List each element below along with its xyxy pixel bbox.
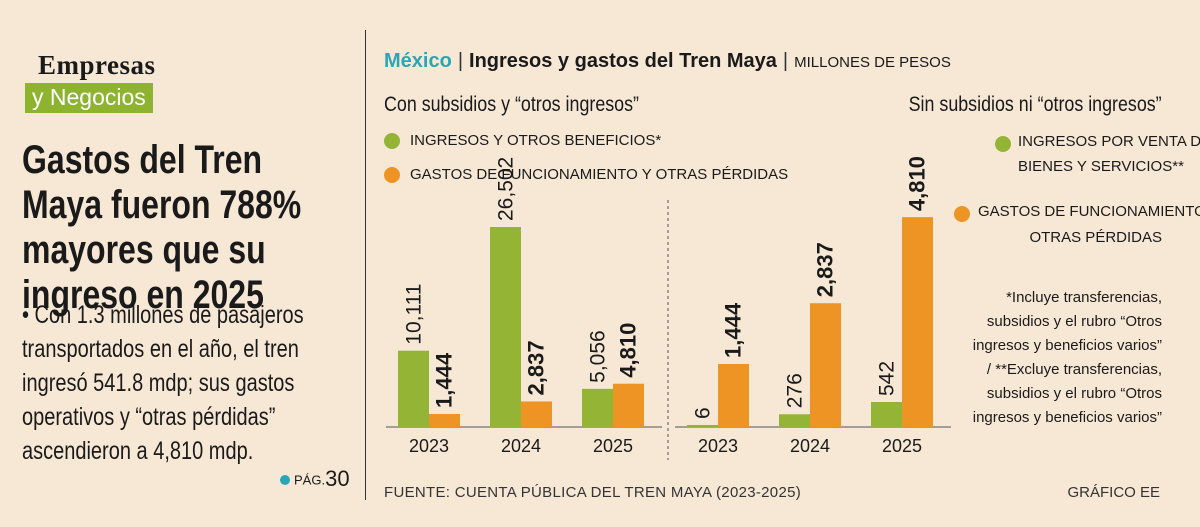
- right-data-label-expense-2024: 2,837: [813, 242, 838, 297]
- right-legend-income-2: BIENES Y SERVICIOS**: [1018, 158, 1184, 175]
- left-legend-expenses: GASTOS DE FUNCIONAMIENTO Y OTRAS PÉRDIDA…: [410, 166, 789, 183]
- chart-title: Ingresos y gastos del Tren Maya: [469, 50, 777, 72]
- left-bar-income-2025: [582, 388, 613, 427]
- right-data-label-income-2024: 276: [784, 373, 807, 408]
- country-label: México: [384, 50, 452, 72]
- legend-green-icon: [384, 133, 400, 149]
- left-tick-label-2024: 2024: [501, 436, 541, 456]
- right-bar-expense-2024: [810, 303, 841, 427]
- right-legend-expenses-1: GASTOS DE FUNCIONAMIENTO Y: [978, 203, 1200, 220]
- source-note: FUENTE: CUENTA PÚBLICA DEL TREN MAYA (20…: [384, 484, 802, 501]
- right-bar-expense-2023: [718, 364, 749, 427]
- column-divider: [365, 30, 366, 500]
- note-line: / **Excluye transferencias,: [986, 361, 1162, 378]
- left-tick-label-2025: 2025: [593, 436, 633, 456]
- right-data-label-income-2023: 6: [692, 407, 715, 419]
- left-bar-income-2023: [398, 350, 429, 427]
- brand-bottom: y Negocios: [25, 83, 153, 113]
- left-data-label-income-2024: 26,502: [495, 157, 518, 221]
- left-tick-label-2023: 2023: [409, 436, 449, 456]
- chart-header: México | Ingresos y gastos del Tren Maya | M…: [384, 50, 951, 72]
- right-bar-income-2023: [687, 425, 718, 427]
- units-label: MILLONES DE PESOS: [794, 54, 951, 71]
- page-number: 30: [325, 466, 350, 491]
- right-bar-income-2025: [871, 402, 902, 427]
- right-tick-label-2025: 2025: [882, 436, 922, 456]
- right-legend-income-1: INGRESOS POR VENTA DE: [1018, 133, 1200, 150]
- bullet-icon: [280, 475, 290, 486]
- note-line: ingresos y beneficios varios”: [972, 337, 1162, 354]
- note-line: *Incluye transferencias,: [1006, 289, 1162, 306]
- right-bar-expense-2025: [902, 217, 933, 427]
- right-bar-income-2024: [779, 414, 810, 427]
- left-bar-expense-2024: [521, 401, 552, 427]
- left-legend-income: INGRESOS Y OTROS BENEFICIOS*: [410, 132, 662, 149]
- left-bar-expense-2025: [613, 383, 644, 427]
- right-data-label-income-2025: 542: [876, 361, 899, 396]
- summary-text: • Con 1.3 millones de pasajeros transpor…: [22, 301, 304, 465]
- left-data-label-expense-2023: 1,444: [432, 352, 457, 408]
- left-data-label-expense-2024: 2,837: [524, 340, 549, 395]
- left-data-label-income-2023: 10,111: [403, 284, 426, 345]
- right-tick-label-2024: 2024: [790, 436, 830, 456]
- graphic-credit: GRÁFICO EE: [1067, 484, 1160, 501]
- right-legend-expenses-2: OTRAS PÉRDIDAS: [1029, 229, 1162, 246]
- right-data-label-expense-2023: 1,444: [721, 302, 746, 358]
- brand-top: Empresas: [38, 50, 156, 80]
- legend-orange-icon: [954, 206, 970, 222]
- left-bar-income-2024: [490, 227, 521, 427]
- right-data-label-expense-2025: 4,810: [905, 156, 930, 211]
- note-line: ingresos y beneficios varios”: [972, 409, 1162, 426]
- note-line: subsidios y el rubro “Otros: [986, 385, 1162, 402]
- page-label: PÁG.: [294, 472, 326, 488]
- left-data-label-income-2025: 5,056: [587, 330, 610, 383]
- page-reference: PÁG.30: [280, 466, 350, 492]
- legend-green-icon: [995, 136, 1011, 152]
- legend-orange-icon: [384, 167, 400, 183]
- note-line: subsidios y el rubro “Otros: [986, 313, 1162, 330]
- headline: Gastos del Tren Maya fueron 788% mayores…: [22, 138, 302, 317]
- left-panel-title: Con subsidios y “otros ingresos”: [384, 93, 639, 116]
- left-data-label-expense-2025: 4,810: [616, 323, 641, 378]
- right-tick-label-2023: 2023: [698, 436, 738, 456]
- right-panel-title: Sin subsidios ni “otros ingresos”: [909, 93, 1162, 116]
- left-bar-expense-2023: [429, 414, 460, 427]
